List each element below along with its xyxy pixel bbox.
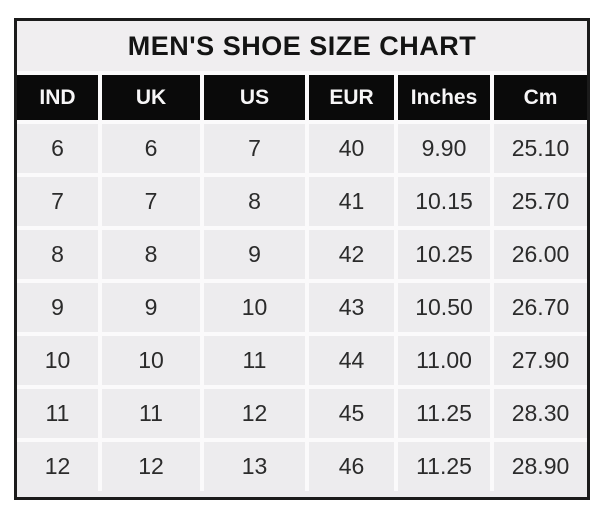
table-cell: 42 xyxy=(309,230,394,279)
table-cell: 26.70 xyxy=(494,283,587,332)
table-cell: 26.00 xyxy=(494,230,587,279)
chart-title: MEN'S SHOE SIZE CHART xyxy=(17,21,587,71)
table-cell: 41 xyxy=(309,177,394,226)
table-cell: 11 xyxy=(204,336,305,385)
column-header-uk: UK xyxy=(102,75,200,120)
table-cell: 10.50 xyxy=(398,283,490,332)
table-cell: 45 xyxy=(309,389,394,438)
table-cell: 12 xyxy=(204,389,305,438)
column-header-us: US xyxy=(204,75,305,120)
table-cell: 46 xyxy=(309,442,394,491)
table-cell: 44 xyxy=(309,336,394,385)
table-cell: 7 xyxy=(204,124,305,173)
table-cell: 10 xyxy=(102,336,200,385)
table-cell: 9.90 xyxy=(398,124,490,173)
size-chart-grid: MEN'S SHOE SIZE CHART IND UK US EUR Inches Cm… xyxy=(17,21,587,491)
size-chart-table: MEN'S SHOE SIZE CHART IND UK US EUR Inches Cm… xyxy=(14,18,590,500)
table-cell: 40 xyxy=(309,124,394,173)
column-header-cm: Cm xyxy=(494,75,587,120)
table-cell: 12 xyxy=(102,442,200,491)
table-cell: 6 xyxy=(17,124,98,173)
table-cell: 28.90 xyxy=(494,442,587,491)
column-header-ind: IND xyxy=(17,75,98,120)
table-cell: 10 xyxy=(17,336,98,385)
table-cell: 28.30 xyxy=(494,389,587,438)
table-cell: 8 xyxy=(102,230,200,279)
table-cell: 25.70 xyxy=(494,177,587,226)
table-cell: 13 xyxy=(204,442,305,491)
table-cell: 9 xyxy=(17,283,98,332)
table-cell: 8 xyxy=(17,230,98,279)
table-cell: 9 xyxy=(102,283,200,332)
table-cell: 11.00 xyxy=(398,336,490,385)
table-cell: 11.25 xyxy=(398,442,490,491)
table-cell: 11 xyxy=(102,389,200,438)
column-header-inches: Inches xyxy=(398,75,490,120)
table-cell: 10.25 xyxy=(398,230,490,279)
table-cell: 10 xyxy=(204,283,305,332)
table-cell: 7 xyxy=(102,177,200,226)
table-cell: 11.25 xyxy=(398,389,490,438)
table-cell: 27.90 xyxy=(494,336,587,385)
table-cell: 12 xyxy=(17,442,98,491)
table-cell: 11 xyxy=(17,389,98,438)
table-cell: 9 xyxy=(204,230,305,279)
table-cell: 25.10 xyxy=(494,124,587,173)
table-cell: 43 xyxy=(309,283,394,332)
table-cell: 10.15 xyxy=(398,177,490,226)
table-cell: 8 xyxy=(204,177,305,226)
table-cell: 6 xyxy=(102,124,200,173)
column-header-eur: EUR xyxy=(309,75,394,120)
table-cell: 7 xyxy=(17,177,98,226)
